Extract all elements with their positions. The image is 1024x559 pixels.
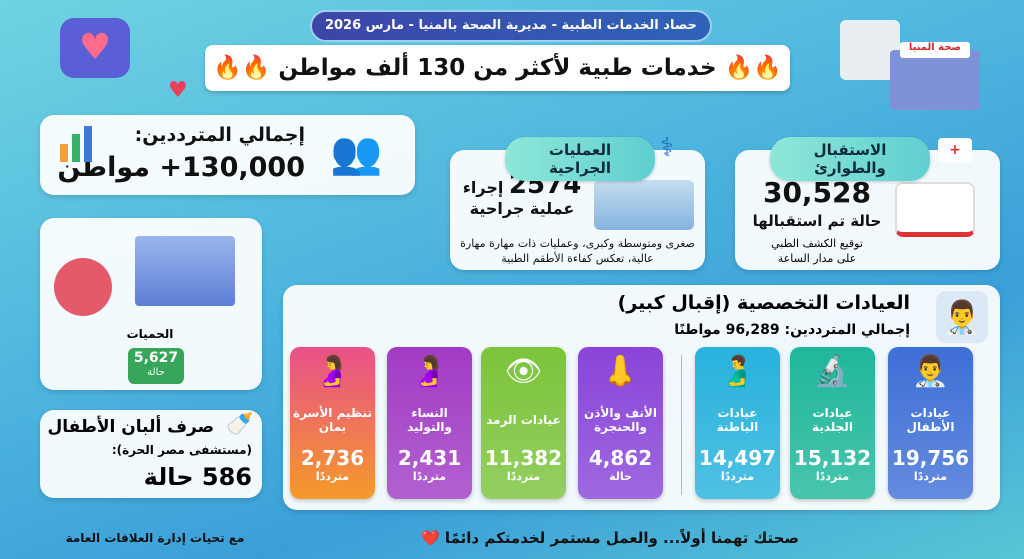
clinic-unit: مترددًا: [913, 470, 948, 483]
ambulance-illustration: [895, 182, 975, 237]
hospital-map-illustration: صحة المنيا: [840, 20, 990, 110]
fevers-card: الحميات 5,627 حالة: [40, 218, 262, 390]
surgery-unit: إجراء: [462, 178, 504, 197]
microscope-icon: 🔬: [813, 354, 852, 389]
clinic-unit: مترددًا: [315, 470, 350, 483]
clinic-value: 2,431: [397, 446, 462, 470]
bar-chart-icon: [60, 122, 100, 162]
fevers-label: الحميات: [126, 327, 174, 341]
baby-milk-card: صرف ألبان الأطفال (مستشفى مصر الحرة): 58…: [40, 410, 262, 498]
clinic-tile: 🤰 النساء والتوليد 2,431 مترددًا: [387, 347, 472, 499]
stethoscope-icon: ⚕: [660, 133, 675, 163]
clinic-name-text: النساء والتوليد: [407, 405, 452, 434]
clinic-value: 19,756: [891, 446, 970, 470]
clinic-tile: 🫃 عيادات الباطنة 14,497 مترددًا: [695, 347, 780, 499]
clinic-name: عيادات الباطنة: [695, 397, 780, 442]
clinic-tile: 🔬 عيادات الجلدية 15,132 مترددًا: [790, 347, 875, 499]
total-label: إجمالي المترددين:: [134, 124, 305, 146]
ent-icon: 👃: [601, 354, 640, 389]
clinic-name: عيادات الرمد: [481, 397, 566, 442]
doctor-icon: 👨‍⚕️: [936, 291, 988, 343]
fevers-badge: 5,627 حالة: [128, 348, 184, 384]
clinic-name-text: تنظيم الأسرة بمان: [293, 405, 372, 434]
clinic-name-text: عيادات الباطنة: [716, 405, 759, 434]
clinic-tile: 👨‍⚕️ عيادات الأطفال 19,756 مترددًا: [888, 347, 973, 499]
header-subtitle: حصاد الخدمات الطبية - مديرية الصحة بالمن…: [310, 10, 712, 42]
heart-icon: ♥: [168, 78, 188, 103]
emergency-description-line: توقيع الكشف الطبي: [771, 237, 863, 250]
clinic-value: 4,862: [588, 446, 653, 470]
footer-slogan: صحتك تهمنا أولاً... والعمل مستمر لخدمتكم…: [421, 529, 799, 547]
surgery-unit: عملية جراحية: [469, 199, 575, 218]
emergency-description-line: على مدار الساعة: [777, 252, 857, 265]
pregnancy-icon: 🤰: [410, 354, 449, 389]
clinic-name: تنظيم الأسرة بمان: [290, 397, 375, 442]
emergency-title: الاستقبال والطوارئ: [770, 137, 930, 181]
clinic-unit: مترددًا: [815, 470, 850, 483]
family-planning-icon: 🤰: [313, 354, 352, 389]
clinics-title: العيادات التخصصية (إقبال كبير): [617, 292, 910, 314]
ambulance-icon: +: [938, 138, 972, 162]
clinic-name: النساء والتوليد: [387, 397, 472, 442]
clinic-value: 15,132: [793, 446, 872, 470]
clinic-unit: مترددًا: [720, 470, 755, 483]
footer-credit: مع تحيات إدارة العلاقات العامة: [65, 531, 245, 545]
total-visitors-card: [40, 115, 415, 195]
clinic-tile: 🤰 تنظيم الأسرة بمان 2,736 مترددًا: [290, 347, 375, 499]
clinic-name: عيادات الجلدية: [790, 397, 875, 442]
eye-icon: 👁: [504, 354, 543, 389]
clinic-tile: 👃 الأنف والأذن والحنجرة 4,862 حالة: [578, 347, 663, 499]
clinic-name: الأنف والأذن والحنجرة: [578, 397, 663, 442]
clinic-name-text: عيادات الجلدية: [812, 405, 853, 434]
operating-room-illustration: [594, 180, 694, 230]
emergency-card: 30,528 حالة تم استقبالها توقيع الكشف الط…: [735, 150, 1000, 270]
milk-title: صرف ألبان الأطفال: [47, 417, 215, 437]
milk-subtitle: (مستشفى مصر الحرة):: [111, 443, 252, 457]
divider: [681, 355, 682, 495]
clinic-name: عيادات الأطفال: [888, 397, 973, 442]
fire-icon: 🔥🔥: [724, 55, 782, 81]
clinic-value: 14,497: [698, 446, 777, 470]
hospital-sign: صحة المنيا: [900, 42, 970, 58]
clinic-name-text: عيادات الرمد: [486, 412, 561, 427]
crowd-icon: 👥: [330, 128, 383, 177]
surgery-card: 2574 إجراء عملية جراحية صغرى ومتوسطة وكبر…: [450, 150, 705, 270]
emergency-count: 30,528: [762, 176, 872, 209]
clinic-unit: مترددًا: [412, 470, 447, 483]
surgery-description: صغرى ومتوسطة وكبرى، وعمليات ذات مهارة مه…: [460, 237, 695, 265]
clinic-tile: 👁 عيادات الرمد 11,382 مترددًا: [481, 347, 566, 499]
clinic-name-text: عيادات الأطفال: [906, 405, 955, 434]
fevers-unit: حالة: [147, 367, 165, 378]
page-title-text: خدمات طبية لأكثر من 130 ألف مواطن: [278, 55, 717, 81]
clinic-unit: مترددًا: [506, 470, 541, 483]
clinic-value: 11,382: [484, 446, 563, 470]
fire-icon: 🔥🔥: [213, 55, 271, 81]
page-title: 🔥🔥 خدمات طبية لأكثر من 130 ألف مواطن 🔥🔥: [205, 45, 790, 91]
doctor-child-icon: 👨‍⚕️: [911, 354, 950, 389]
surgery-title: العمليات الجراحية: [505, 137, 655, 181]
clinic-name-text: الأنف والأذن والحنجرة: [584, 405, 657, 434]
baby-bottle-icon: 🍼: [226, 412, 254, 437]
total-value: 130,000+ مواطن: [57, 152, 305, 183]
emergency-unit: حالة تم استقبالها: [752, 212, 882, 230]
milk-value: 586 حالة: [143, 463, 252, 491]
clinic-value: 2,736: [300, 446, 365, 470]
hospital-illustration: [135, 236, 235, 306]
fevers-value: 5,627: [133, 350, 179, 366]
clinic-unit: حالة: [609, 470, 632, 483]
emergency-description: توقيع الكشف الطبي على مدار الساعة: [743, 236, 891, 266]
medical-kit-icon: [54, 258, 112, 316]
heart-gear-icon: ♥: [60, 18, 130, 78]
stomach-icon: 🫃: [718, 354, 757, 389]
clinics-total: إجمالي المترددين: 96,289 مواطنًا: [674, 322, 910, 338]
